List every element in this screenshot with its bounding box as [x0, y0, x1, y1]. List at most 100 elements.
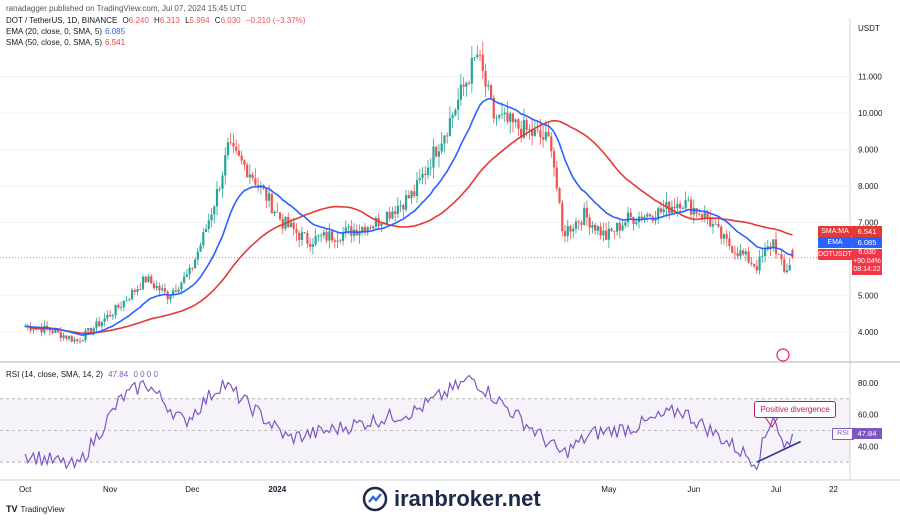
candle-body [684, 199, 687, 209]
candle-body [468, 82, 471, 84]
candle-body [130, 289, 134, 300]
candle-body [747, 251, 750, 263]
candle-body [309, 243, 312, 247]
rsi-axis-label: 80.00 [858, 379, 879, 388]
rsi-line [24, 374, 794, 471]
sma-legend: SMA (50, close, 0, SMA, 5) 6.541 [6, 37, 125, 48]
candle-body [333, 240, 336, 242]
candle-body [681, 208, 684, 210]
symbol-name: DOT / TetherUS, 1D, BINANCE [6, 16, 118, 25]
candle-body [648, 214, 652, 217]
candle-body [514, 119, 517, 123]
high-value: 6.313 [159, 16, 180, 25]
divergence-trendline [756, 440, 802, 463]
candle-body [303, 232, 306, 234]
candle-body [344, 227, 347, 233]
candle-body [484, 70, 487, 87]
candle-body [728, 238, 731, 247]
candle-body [665, 201, 668, 209]
tradingview-footer: TV TradingView [6, 504, 65, 514]
candle-body [654, 219, 657, 221]
candle-body [188, 267, 191, 275]
candle-body [421, 173, 424, 179]
candle-body [226, 142, 230, 156]
candle-body [742, 250, 745, 255]
candle-body [163, 288, 167, 292]
change-value: −0.210 (−3.37%) [245, 16, 306, 25]
candle-body [40, 328, 43, 333]
candle-body [498, 114, 501, 118]
candle-body [328, 231, 331, 241]
candle-body [594, 224, 597, 231]
price-axis-label: 11.000 [858, 72, 882, 81]
candle-body [481, 54, 484, 71]
candle-body [193, 259, 197, 269]
candle-body [298, 232, 301, 240]
candle-body [643, 216, 646, 220]
time-axis-label: May [601, 485, 616, 494]
candle-body [350, 226, 353, 236]
candle-body [459, 84, 462, 100]
candle-body [174, 290, 177, 292]
rsi-extra-values: 0 0 0 0 [133, 370, 158, 379]
candle-body [591, 224, 594, 228]
time-axis-label: Dec [185, 485, 199, 494]
time-axis-label: Nov [103, 485, 117, 494]
candle-body [295, 229, 298, 233]
candle-body [777, 253, 780, 255]
candle-body [257, 184, 260, 186]
candle-body [229, 142, 232, 144]
candle-body [550, 136, 553, 152]
candle-body [161, 288, 164, 291]
candle-body [103, 318, 106, 322]
open-value: 6.240 [128, 16, 149, 25]
candle-body [369, 227, 372, 229]
candle-body [273, 211, 276, 214]
candle-body [128, 299, 131, 301]
candle-body [700, 214, 704, 218]
candle-body [196, 251, 199, 260]
candle-body [139, 289, 142, 290]
sma-50-line [25, 119, 793, 335]
chart-logo-icon [362, 486, 388, 512]
low-value: 5.994 [189, 16, 210, 25]
rsi-axis-label: 40.00 [858, 442, 879, 451]
candle-body [152, 283, 156, 289]
candle-body [599, 226, 602, 236]
candle-body [150, 276, 153, 284]
candle-body [111, 315, 114, 317]
ema-value: 6.085 [105, 27, 126, 36]
open-label: O [122, 16, 129, 25]
time-axis-label: 2024 [268, 485, 286, 494]
candle-body [709, 218, 712, 227]
axis-labels: 11.000 10.000 9.000 8.000 7.000 5.000 4.000 80.… [19, 72, 883, 494]
candle-body [210, 214, 213, 221]
candle-body [35, 328, 38, 330]
candle-body [24, 326, 27, 328]
candle-body [613, 230, 616, 232]
candle-body [388, 212, 391, 219]
candle-body [240, 155, 243, 161]
candle-body [133, 289, 136, 292]
candle-body [739, 250, 742, 257]
ema-tag: EMA [818, 237, 852, 248]
candle-body [276, 211, 279, 213]
candle-body [62, 335, 65, 338]
candle-body [443, 135, 446, 144]
candle-body [172, 290, 175, 296]
candle-body [191, 267, 194, 269]
candle-body [566, 226, 569, 237]
price-axis-label: 10.000 [858, 109, 883, 118]
candle-body [500, 114, 504, 115]
candle-body [588, 217, 591, 228]
candle-body [769, 246, 772, 248]
candle-body [147, 276, 150, 282]
lightning-icon [776, 348, 790, 362]
symbol-tag: DOTUSDT [818, 249, 852, 260]
candle-body [385, 212, 388, 224]
low-label: L [185, 16, 190, 25]
current-price-tag: 6.030 +90.04% 08:14:22 [852, 249, 882, 275]
candle-body [235, 146, 238, 151]
candle-body [183, 276, 186, 283]
candle-body [330, 231, 334, 241]
